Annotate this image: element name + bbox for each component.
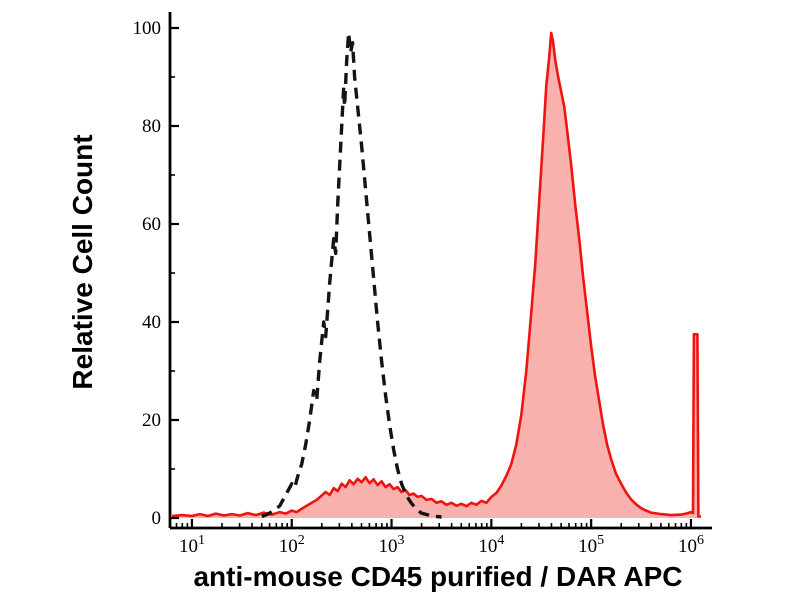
y-tick-label: 80 [142,116,161,137]
y-tick-label: 20 [142,410,161,431]
red-curve-fill [172,32,701,519]
x-tick-label: 102 [279,533,305,557]
y-tick-label: 40 [142,312,161,333]
y-tick-label: 0 [152,508,162,529]
x-axis-tick-labels: 101 102 103 104 105 106 [179,533,704,557]
y-tick-label: 100 [133,18,162,39]
dashed-black-curve [261,31,442,519]
x-tick-label: 104 [478,533,504,557]
x-tick-label: 103 [379,533,405,557]
series-layer [171,31,701,519]
x-tick-label: 101 [179,533,205,557]
x-axis-title: anti-mouse CD45 purified / DAR APC [193,561,682,592]
y-tick-label: 60 [142,214,161,235]
y-axis-ticks [170,26,179,520]
red-curve-stroke [171,31,701,518]
x-axis-ticks [175,519,693,528]
x-tick-label: 106 [678,533,704,557]
y-axis-title: Relative Cell Count [67,134,98,389]
y-axis-tick-labels: 0 20 40 60 80 100 [133,18,162,529]
x-tick-label: 105 [578,533,604,557]
